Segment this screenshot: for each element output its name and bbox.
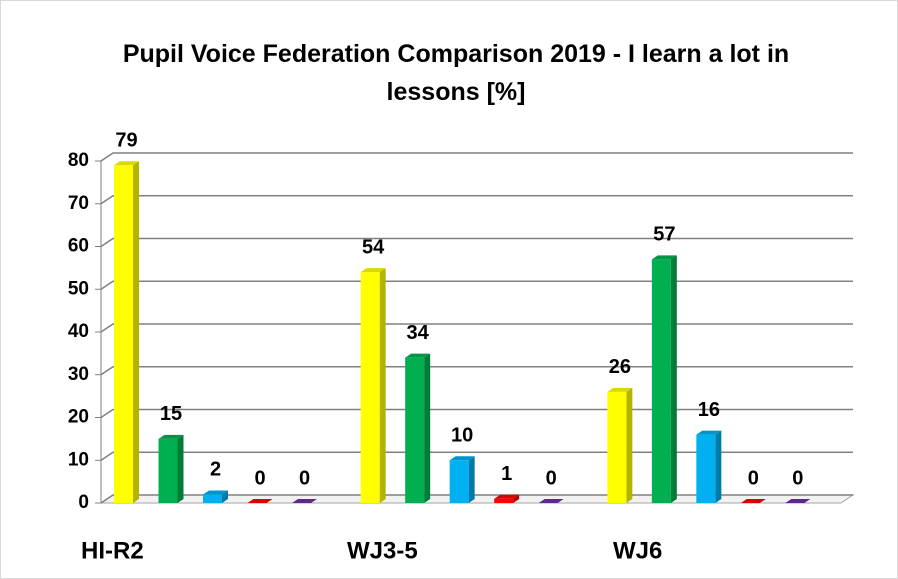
bar-top [740,499,766,503]
bar-side [133,161,139,503]
x-tick-label: WJ6 [613,537,662,564]
bar-side [670,255,677,503]
y-tick-label: 70 [68,193,89,214]
bar [449,460,469,503]
x-tick-label: HI-R2 [81,537,144,564]
grid-line [100,451,853,461]
bar [203,494,222,503]
data-label: 0 [254,467,265,489]
data-label: 0 [546,467,557,489]
bar-top [785,499,811,503]
bar [405,357,425,503]
data-label: 1 [501,463,512,485]
grid-line [100,195,853,205]
bar-top [607,387,633,392]
data-label: 10 [451,425,473,447]
data-label: 26 [609,356,631,378]
data-label: 16 [698,399,720,421]
grid-line [100,152,853,162]
y-tick-label: 40 [68,321,89,342]
data-label: 15 [160,403,182,425]
bar-side [513,494,520,503]
y-tick-label: 30 [68,364,89,385]
data-label: 0 [792,467,803,489]
bar [360,272,380,503]
y-tick-label: 0 [78,492,89,513]
y-tick-label: 60 [68,236,89,257]
bar-top [696,430,722,435]
bar-top [449,456,475,461]
y-tick-label: 80 [68,150,89,171]
bar-top [158,434,184,439]
y-tick-label: 20 [68,407,89,428]
bar [158,438,178,503]
data-label: 79 [115,130,137,152]
grid-line [100,494,853,504]
data-label: 57 [653,224,675,246]
bar-top [538,499,564,503]
bar-top [651,255,677,260]
data-label: 34 [407,322,430,344]
bar-side [222,490,228,503]
grid-line [100,237,853,248]
bar-top [360,268,386,273]
bar-top [292,499,317,503]
y-tick-label: 50 [68,278,89,299]
bar-top [114,161,139,166]
grid-line [100,323,853,333]
bar-top [494,494,520,499]
bar [494,498,514,503]
grid-line [100,408,853,419]
y-tick-label: 10 [68,449,89,470]
data-label: 2 [210,459,221,481]
bar-side [715,430,722,503]
x-tick-label: WJ3-5 [347,537,418,564]
data-label: 0 [299,467,310,489]
grid-line [100,366,853,376]
bar-side [424,353,431,503]
data-label: 0 [748,467,759,489]
bar [607,391,627,503]
bar [696,434,716,503]
bar [114,165,133,503]
grid-line [100,280,853,290]
bar-side [379,268,386,503]
bar-top [405,353,431,358]
bar-side [626,387,633,503]
bar-top [203,490,228,495]
data-label: 54 [362,236,385,258]
bar-side [177,434,184,503]
bar-top [247,499,273,503]
chart-title: Pupil Voice Federation Comparison 2019 -… [122,40,790,106]
bar-side [468,456,475,503]
bar [651,259,671,503]
